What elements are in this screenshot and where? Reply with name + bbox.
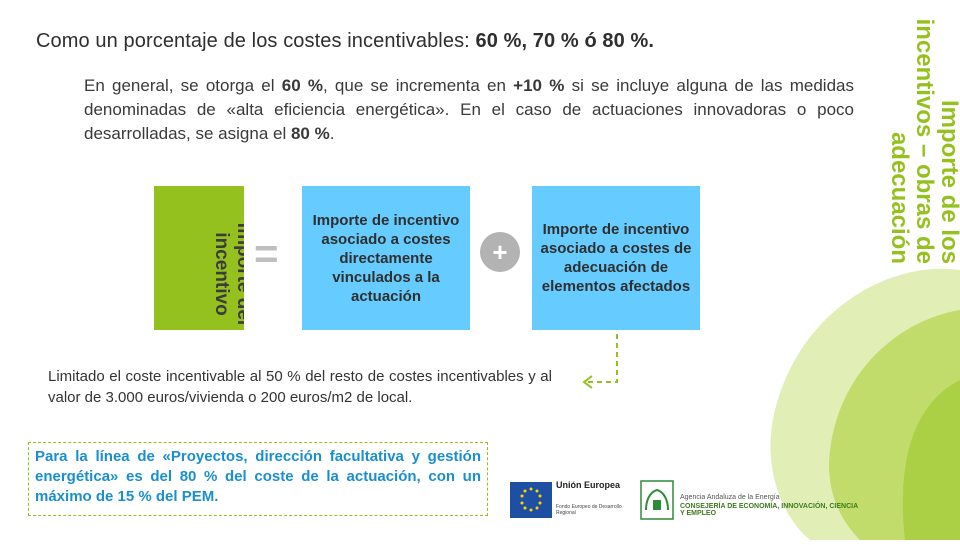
limit-text: Limitado el coste incentivable al 50 % d… [48, 368, 552, 406]
dashed-arrow-icon [582, 334, 618, 389]
total-incentive-box: Importe del incentivo [154, 186, 244, 330]
agency-name: Agencia Andaluza de la Energía [680, 494, 780, 501]
para-text-2: , que se incrementa en [322, 76, 514, 95]
heading-prefix: Como un porcentaje de los costes incenti… [36, 30, 476, 52]
adaptation-costs-box: Importe de incentivo asociado a costes d… [532, 186, 700, 330]
note-box: Para la línea de «Proyectos, dirección f… [28, 442, 488, 516]
leaf-graphic [770, 268, 960, 540]
main-heading: Como un porcentaje de los costes incenti… [36, 30, 836, 53]
equals-sign: = [254, 230, 279, 277]
eu-title: Unión Europea [556, 480, 621, 490]
junta-logo-icon [640, 480, 674, 520]
para-text-4: . [329, 124, 335, 143]
side-title: Importe de los incentivos – obras de ade… [842, 8, 960, 270]
adaptation-costs-label: Importe de incentivo asociado a costes d… [540, 221, 692, 295]
para-bold-80: 80 % [290, 124, 330, 143]
para-text-3: si se incluye alguna de las medidas deno… [84, 76, 854, 143]
explanation-paragraph: En general, se otorga el 60 %, que se in… [84, 74, 854, 146]
agency-logo-text: Agencia Andaluza de la Energía CONSEJERÍ… [680, 494, 860, 517]
total-incentive-label: Importe del incentivo [211, 222, 244, 326]
para-bold-plus10: +10 % [513, 76, 565, 95]
heading-values: 60 %, 70 % ó 80 %. [475, 30, 655, 52]
note-text: Para la línea de «Proyectos, dirección f… [35, 448, 481, 505]
side-title-text: Importe de los incentivos – obras de ade… [886, 18, 960, 264]
plus-icon: + [480, 232, 520, 272]
direct-costs-label: Importe de incentivo asociado a costes d… [312, 211, 460, 305]
leaf-decoration [680, 250, 960, 540]
para-bold-60: 60 % [281, 76, 323, 95]
direct-costs-box: Importe de incentivo asociado a costes d… [302, 186, 470, 330]
para-text-1: En general, se otorga el [84, 76, 282, 95]
eu-logo-text: Unión Europea Fondo Europeo de Desarroll… [556, 480, 636, 516]
ministry-name: CONSEJERÍA DE ECONOMÍA, INNOVACIÓN, CIEN… [680, 503, 858, 517]
eu-flag-icon [510, 482, 552, 518]
eu-subtitle: Fondo Europeo de Desarrollo Regional [556, 504, 622, 516]
